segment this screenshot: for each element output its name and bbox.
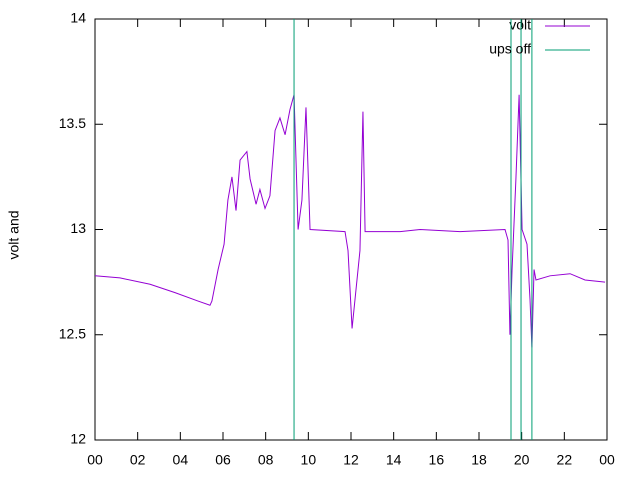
y-axis-label: volt and [6, 210, 22, 259]
x-tick-label: 00 [599, 452, 615, 468]
x-tick-label: 04 [173, 452, 189, 468]
x-tick-label: 10 [301, 452, 317, 468]
y-tick-label: 14 [70, 10, 86, 26]
x-tick-label: 08 [258, 452, 274, 468]
y-tick-label: 13 [70, 220, 86, 236]
x-tick-label: 20 [514, 452, 530, 468]
legend-label: volt [509, 17, 531, 33]
x-tick-label: 14 [386, 452, 402, 468]
x-tick-label: 00 [87, 452, 103, 468]
y-tick-label: 12.5 [59, 325, 86, 341]
x-tick-label: 06 [215, 452, 231, 468]
x-tick-label: 18 [471, 452, 487, 468]
x-tick-label: 02 [130, 452, 146, 468]
legend-label: ups off [489, 41, 531, 57]
y-tick-label: 13.5 [59, 115, 86, 131]
y-tick-label: 12 [70, 431, 86, 447]
x-tick-label: 22 [557, 452, 573, 468]
x-tick-label: 16 [429, 452, 445, 468]
x-tick-label: 12 [343, 452, 359, 468]
volt-line [94, 94, 606, 348]
plot-frame [94, 18, 608, 441]
